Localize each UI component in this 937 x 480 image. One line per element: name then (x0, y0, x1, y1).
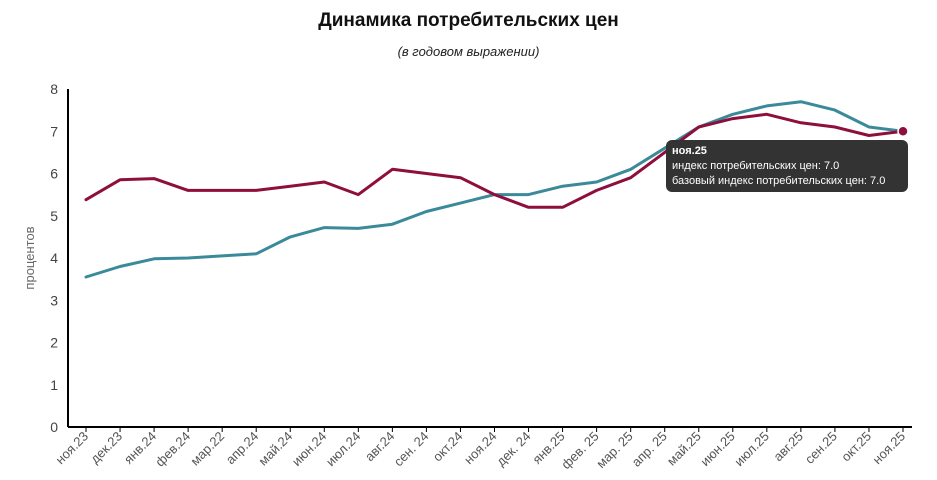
y-tick-label: 7 (50, 123, 58, 139)
chart-series[interactable] (84, 100, 909, 279)
tooltip-period: ноя.25 (672, 145, 707, 157)
x-tick-label: дек.23 (87, 429, 125, 467)
chart-axes (67, 89, 912, 428)
x-tick-label: апр.24 (223, 429, 262, 468)
x-tick-label: май.25 (664, 429, 704, 469)
core-cpi-series-line[interactable] (84, 112, 905, 209)
x-tick-label: фев. 25 (558, 429, 601, 472)
x-tick-label: июл.24 (323, 429, 364, 470)
y-tick-label: 6 (50, 166, 58, 182)
x-tick-label: апр. 25 (629, 429, 670, 470)
highlighted-point-marker[interactable] (897, 125, 909, 137)
chart-subtitle: (в годовом выражении) (397, 44, 540, 59)
x-tick-label: июн.24 (289, 429, 329, 469)
x-tick-label: сен. 24 (391, 429, 432, 470)
y-tick-label: 1 (50, 377, 58, 393)
x-tick-label: июл.25 (731, 429, 772, 470)
y-axis-label: процентов (22, 226, 37, 289)
x-tick-label: авг.25 (770, 429, 806, 465)
chart-title: Динамика потребительских цен (318, 10, 619, 31)
x-axis-ticks: ноя.23дек.23янв.24фев.24мар.22апр.24май.… (53, 427, 909, 472)
x-tick-label: мар.22 (187, 429, 227, 469)
x-tick-label: ноя.24 (461, 429, 500, 468)
x-tick-label: мар. 25 (593, 429, 635, 471)
x-tick-label: окт.25 (838, 429, 874, 465)
x-tick-label: ноя.25 (870, 429, 909, 468)
x-tick-label: июн.25 (697, 429, 737, 469)
y-tick-label: 8 (50, 81, 58, 97)
x-tick-label: окт.24 (430, 429, 466, 465)
y-axis-ticks: 0 1 2 3 4 5 6 7 8 (50, 81, 58, 435)
y-tick-label: 4 (50, 250, 58, 266)
y-tick-label: 0 (50, 419, 58, 435)
tooltip-core-value: базовый индекс потребительских цен: 7.0 (672, 175, 886, 187)
tooltip-cpi-value: индекс потребительских цен: 7.0 (672, 160, 840, 172)
x-tick-label: сен.25 (802, 429, 840, 467)
y-tick-label: 2 (50, 335, 58, 351)
y-tick-label: 5 (50, 208, 58, 224)
x-tick-label: фев.24 (152, 429, 193, 470)
x-tick-label: ноя.23 (53, 429, 92, 468)
y-tick-label: 3 (50, 292, 58, 308)
data-tooltip: ноя.25 индекс потребительских цен: 7.0 б… (666, 140, 908, 192)
x-tick-label: май.24 (255, 429, 295, 469)
x-tick-label: дек. 24 (493, 429, 533, 469)
